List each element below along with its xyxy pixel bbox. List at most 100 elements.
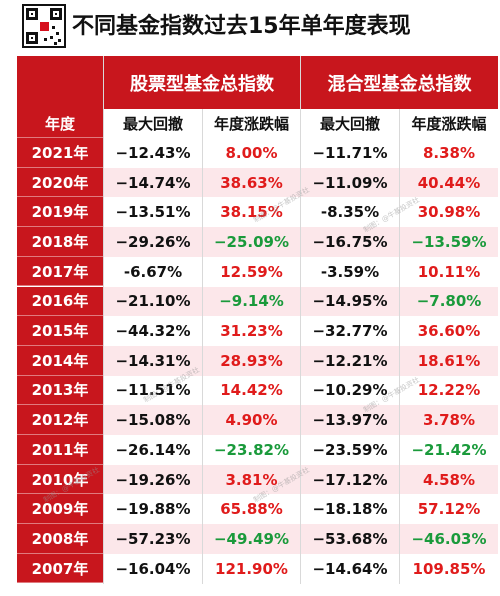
year-cell: 2010年	[17, 464, 103, 495]
stock-drawdown-cell: −26.14%	[104, 435, 202, 465]
stock-change-cell: −9.14%	[203, 286, 300, 317]
mixed-drawdown-cell: −16.75%	[301, 227, 399, 257]
stock-drawdown-cell: −15.08%	[104, 405, 202, 435]
mixed-change-cell: 30.98%	[400, 197, 498, 228]
year-cell: 2008年	[17, 524, 103, 554]
table-row: 2010年 −19.26% 3.81% −17.12% 4.58%	[17, 464, 498, 495]
mixed-drawdown-cell: −10.29%	[301, 375, 399, 406]
page-header: 不同基金指数过去15年单年度表现	[0, 0, 500, 52]
stock-drawdown-cell: −29.26%	[104, 227, 202, 257]
mixed-change-cell: 3.78%	[400, 405, 498, 435]
mixed-change-cell: 18.61%	[400, 345, 498, 376]
stock-drawdown-cell: −13.51%	[104, 197, 202, 228]
sub-header-row: 年度 最大回撤 年度涨跌幅 最大回撤 年度涨跌幅	[17, 109, 498, 138]
stock-drawdown-cell: −14.74%	[104, 167, 202, 198]
table-row: 2012年 −15.08% 4.90% −13.97% 3.78%	[17, 405, 498, 435]
mixed-drawdown-cell: −14.64%	[301, 553, 399, 584]
stock-drawdown-cell: -6.67%	[104, 256, 202, 287]
stock-change-cell: 8.00%	[203, 138, 300, 168]
year-cell: 2013年	[17, 375, 103, 406]
year-header: 年度	[17, 109, 103, 138]
stock-change-cell: 38.15%	[203, 197, 300, 228]
year-cell: 2009年	[17, 494, 103, 525]
stock-drawdown-cell: −11.51%	[104, 375, 202, 406]
table-row: 2007年 −16.04% 121.90% −14.64% 109.85%	[17, 553, 498, 584]
mixed-change-cell: −21.42%	[400, 435, 498, 465]
table-row: 2011年 −26.14% −23.82% −23.59% −21.42%	[17, 435, 498, 465]
year-cell: 2018年	[17, 227, 103, 257]
mixed-drawdown-cell: −23.59%	[301, 435, 399, 465]
stock-change-cell: −49.49%	[203, 524, 300, 554]
stock-drawdown-cell: −19.26%	[104, 464, 202, 495]
table-row: 2019年 −13.51% 38.15% -8.35% 30.98%	[17, 197, 498, 228]
stock-change-header: 年度涨跌幅	[203, 109, 300, 138]
year-cell: 2011年	[17, 435, 103, 465]
table-row: 2014年 −14.31% 28.93% −12.21% 18.61%	[17, 345, 498, 376]
table-row: 2017年 -6.67% 12.59% -3.59% 10.11%	[17, 256, 498, 287]
mixed-change-cell: −46.03%	[400, 524, 498, 554]
stock-change-cell: −23.82%	[203, 435, 300, 465]
stock-change-cell: 121.90%	[203, 553, 300, 584]
mixed-drawdown-header: 最大回撤	[301, 109, 399, 138]
table-row: 2008年 −57.23% −49.49% −53.68% −46.03%	[17, 524, 498, 554]
stock-drawdown-cell: −12.43%	[104, 138, 202, 168]
mixed-index-header: 混合型基金总指数	[301, 56, 498, 109]
table-row: 2020年 −14.74% 38.63% −11.09% 40.44%	[17, 167, 498, 198]
year-cell: 2007年	[17, 553, 103, 584]
group-header-row: 股票型基金总指数 混合型基金总指数	[17, 56, 498, 109]
mixed-drawdown-cell: −11.09%	[301, 167, 399, 198]
table-row: 2013年 −11.51% 14.42% −10.29% 12.22%	[17, 375, 498, 406]
year-cell: 2017年	[17, 256, 103, 287]
mixed-drawdown-cell: -3.59%	[301, 256, 399, 287]
mixed-drawdown-cell: −18.18%	[301, 494, 399, 525]
stock-change-cell: 4.90%	[203, 405, 300, 435]
fund-index-table: 股票型基金总指数 混合型基金总指数 年度 最大回撤 年度涨跌幅 最大回撤 年度涨…	[17, 56, 498, 584]
mixed-change-cell: 57.12%	[400, 494, 498, 525]
stock-index-header: 股票型基金总指数	[104, 56, 300, 109]
stock-change-cell: 28.93%	[203, 345, 300, 376]
mixed-change-cell: 109.85%	[400, 553, 498, 584]
stock-drawdown-cell: −19.88%	[104, 494, 202, 525]
mixed-drawdown-cell: −53.68%	[301, 524, 399, 554]
mixed-drawdown-cell: −12.21%	[301, 345, 399, 376]
table-row: 2018年 −29.26% −25.09% −16.75% −13.59%	[17, 227, 498, 257]
stock-drawdown-header: 最大回撤	[104, 109, 202, 138]
stock-drawdown-cell: −57.23%	[104, 524, 202, 554]
year-cell: 2019年	[17, 197, 103, 228]
stock-change-cell: 12.59%	[203, 256, 300, 287]
mixed-drawdown-cell: −14.95%	[301, 286, 399, 317]
year-cell: 2016年	[17, 286, 103, 317]
mixed-change-cell: 40.44%	[400, 167, 498, 198]
stock-change-cell: −25.09%	[203, 227, 300, 257]
year-cell: 2014年	[17, 345, 103, 376]
stock-drawdown-cell: −14.31%	[104, 345, 202, 376]
table-row: 2016年 −21.10% −9.14% −14.95% −7.80%	[17, 286, 498, 317]
year-cell: 2021年	[17, 138, 103, 168]
qr-code-icon	[22, 4, 66, 48]
stock-change-cell: 14.42%	[203, 375, 300, 406]
stock-change-cell: 65.88%	[203, 494, 300, 525]
stock-change-cell: 31.23%	[203, 316, 300, 346]
mixed-change-cell: 36.60%	[400, 316, 498, 346]
mixed-change-cell: 8.38%	[400, 138, 498, 168]
table-row: 2021年 −12.43% 8.00% −11.71% 8.38%	[17, 138, 498, 168]
year-cell: 2020年	[17, 167, 103, 198]
mixed-change-cell: 4.58%	[400, 464, 498, 495]
year-cell: 2015年	[17, 316, 103, 346]
mixed-drawdown-cell: −11.71%	[301, 138, 399, 168]
table-row: 2009年 −19.88% 65.88% −18.18% 57.12%	[17, 494, 498, 525]
mixed-drawdown-cell: −13.97%	[301, 405, 399, 435]
stock-drawdown-cell: −21.10%	[104, 286, 202, 317]
mixed-change-cell: 10.11%	[400, 256, 498, 287]
stock-drawdown-cell: −16.04%	[104, 553, 202, 584]
table-row: 2015年 −44.32% 31.23% −32.77% 36.60%	[17, 316, 498, 346]
stock-drawdown-cell: −44.32%	[104, 316, 202, 346]
mixed-change-header: 年度涨跌幅	[400, 109, 498, 138]
mixed-change-cell: −13.59%	[400, 227, 498, 257]
mixed-change-cell: −7.80%	[400, 286, 498, 317]
stock-change-cell: 3.81%	[203, 464, 300, 495]
mixed-drawdown-cell: -8.35%	[301, 197, 399, 228]
mixed-drawdown-cell: −17.12%	[301, 464, 399, 495]
year-cell: 2012年	[17, 405, 103, 435]
mixed-drawdown-cell: −32.77%	[301, 316, 399, 346]
